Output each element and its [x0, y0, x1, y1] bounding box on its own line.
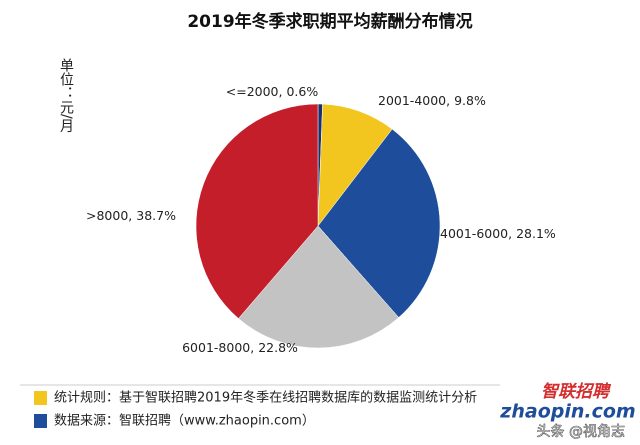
note-swatch [34, 391, 47, 405]
label-separator: , [279, 84, 287, 99]
slice-category: 6001-8000 [182, 340, 250, 355]
note-swatch [34, 414, 47, 428]
slice-value-label: 9.8% [454, 93, 486, 108]
slice-category: <=2000 [226, 84, 279, 99]
slice-label: 4001-6000, 28.1% [440, 226, 556, 241]
label-separator: , [446, 93, 454, 108]
footer-notes: 统计规则：基于智联招聘2019年冬季在线招聘数据库的数据监测统计分析数据来源：智… [34, 390, 477, 429]
pie-slice [317, 128, 441, 318]
note-text: 数据来源：智联招聘（www.zhaopin.com） [54, 414, 315, 429]
pie-slice [317, 103, 393, 227]
slice-category: 4001-6000 [440, 226, 508, 241]
slice-value-label: 38.7% [136, 208, 176, 223]
logo-cn: 智联招聘 [541, 382, 612, 402]
labels: <=2000, 0.6% 2001-4000, 9.8% 4001-6000, 28… [86, 84, 556, 355]
pie-slice [195, 103, 319, 319]
slice-category: 2001-4000 [378, 93, 446, 108]
slice-value-label: 22.8% [258, 340, 298, 355]
slice-label: 2001-4000, 9.8% [378, 93, 486, 108]
slice-label: 6001-8000, 22.8% [182, 340, 298, 355]
logo-en: zhaopin.com [499, 401, 635, 423]
slice-label: >8000, 38.7% [86, 208, 176, 223]
pie [195, 103, 441, 349]
label-separator: , [508, 226, 516, 241]
pie-slice [238, 225, 400, 349]
slice-value-label: 0.6% [286, 84, 318, 99]
label-separator: , [128, 208, 136, 223]
label-separator: , [250, 340, 258, 355]
note-text: 统计规则：基于智联招聘2019年冬季在线招聘数据库的数据监测统计分析 [54, 390, 477, 406]
slice-category: >8000 [86, 208, 128, 223]
unit-label: 单位：元/月 [58, 58, 74, 134]
slice-value-label: 28.1% [516, 226, 556, 241]
watermark: 头条 @视角志 [537, 423, 625, 440]
chart-title: 2019年冬季求职期平均薪酬分布情况 [187, 11, 472, 32]
slice-label: <=2000, 0.6% [226, 84, 319, 99]
